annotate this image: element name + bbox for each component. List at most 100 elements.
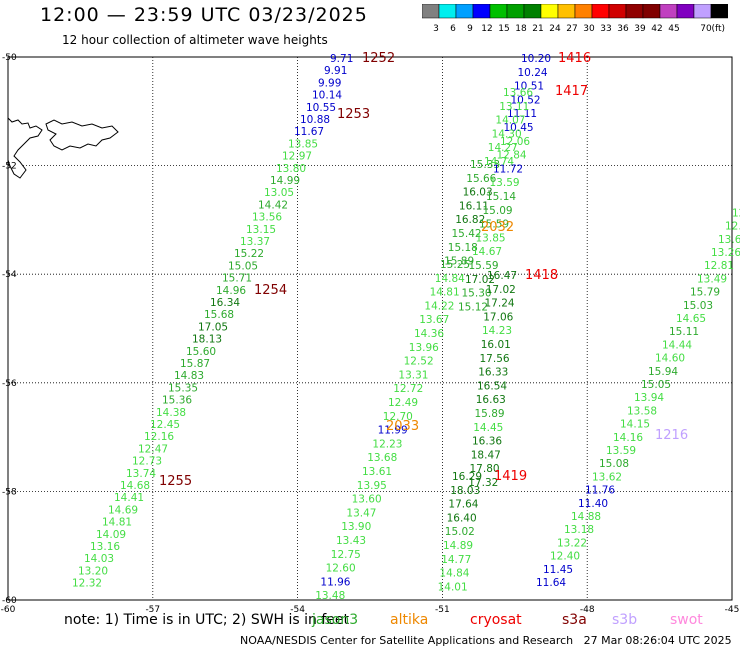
swh-value: 13.31: [398, 369, 428, 381]
color-scale-label: 30: [583, 24, 595, 34]
swh-value: 15.66: [466, 173, 496, 185]
track-label-2032: 2032: [481, 220, 514, 235]
swh-value: 12.97: [282, 151, 312, 163]
color-scale-box: [693, 4, 712, 19]
color-scale-legend: 3 6 9 12 15 18 21 24 27 30 33 36 39 42 45 70 (ft): [422, 4, 728, 34]
color-scale-box: [472, 4, 491, 19]
swh-value: 16.33: [478, 367, 508, 379]
color-scale-label: 24: [549, 24, 561, 34]
color-scale-box: [523, 4, 542, 19]
track-label-1255: 1255: [159, 474, 192, 489]
swh-value: 15.89: [444, 256, 474, 268]
color-scale-label: 42: [651, 24, 662, 34]
swh-value: 14.16: [613, 432, 643, 444]
swh-value: 11.76: [585, 485, 615, 497]
swh-value: 15.33: [470, 159, 500, 171]
swh-value: 15.12: [458, 301, 488, 313]
swh-value: 14.42: [258, 199, 288, 211]
swh-value: 15.36: [162, 395, 192, 407]
swh-value: 17.24: [485, 298, 515, 310]
swh-value: 16.36: [472, 436, 502, 448]
swh-value: 11.96: [320, 576, 350, 588]
swh-value: 12.75: [331, 549, 361, 561]
swh-value: 13.15: [246, 224, 276, 236]
color-scale-box: [625, 4, 644, 19]
falkland-islands-land: [7, 116, 119, 179]
color-scale-box: [455, 4, 474, 19]
swh-value: 10.20: [521, 53, 551, 65]
swh-value: 12.49: [388, 397, 418, 409]
swh-value: 9.91: [324, 65, 347, 77]
swh-value: 14.83: [174, 370, 204, 382]
swh-value: 11.99: [378, 425, 408, 437]
color-scale-label: 21: [532, 24, 543, 34]
swh-value: 15.09: [483, 205, 513, 217]
color-scale-label: 70: [700, 24, 712, 34]
swh-value: 11.64: [536, 577, 566, 589]
swh-value: 14.44: [662, 339, 692, 351]
x-tick-label: -45: [725, 605, 740, 615]
swh-value: 9.71: [330, 53, 353, 65]
swh-value: 17.02: [486, 284, 516, 296]
swh-value: 13.37: [240, 236, 270, 248]
swh-value: 14.27: [488, 142, 518, 154]
swh-value: 15.22: [234, 248, 264, 260]
swh-value: 16.01: [481, 339, 511, 351]
swh-value: 12.72: [393, 383, 423, 395]
swh-value: 14.89: [443, 540, 473, 552]
swh-value: 13.60: [352, 494, 382, 506]
swh-value: 12.23: [372, 438, 402, 450]
y-tick-label: -60: [2, 596, 17, 606]
color-scale-box: [489, 4, 508, 19]
swh-value: 17.56: [480, 353, 510, 365]
sat-legend-s3b: s3b: [612, 612, 638, 628]
x-tick-label: -60: [1, 605, 16, 615]
swh-value: 15.05: [228, 260, 258, 272]
color-scale-box: [608, 4, 627, 19]
color-scale-unit: (ft): [711, 24, 725, 34]
swh-value: 14.99: [270, 175, 300, 187]
swh-value: 13.61: [362, 466, 392, 478]
swh-value: 13.95: [357, 480, 387, 492]
swh-value: 14.69: [108, 504, 138, 516]
color-scale-box: [676, 4, 695, 19]
swh-value: 18.13: [192, 334, 222, 346]
color-scale-box: [422, 4, 440, 19]
swh-value: 16.11: [459, 200, 489, 212]
track-label-1418: 1418: [525, 268, 558, 283]
swh-value: 13.48: [315, 590, 345, 602]
swh-value: 14.81: [102, 517, 132, 529]
swh-value: 17.80: [470, 463, 500, 475]
swh-value: 14.67: [472, 246, 502, 258]
swh-value: 13.56: [252, 212, 282, 224]
swh-value: 9.99: [318, 77, 341, 89]
swh-value: 15.05: [641, 379, 671, 391]
swh-value: 12.70: [383, 411, 413, 423]
color-scale-label: 36: [617, 24, 629, 34]
swh-value: 13.18: [564, 524, 594, 536]
swh-value: 15.94: [648, 366, 678, 378]
color-scale-box: [642, 4, 661, 19]
swh-value: 16.03: [463, 187, 493, 199]
swh-value: 11.40: [578, 498, 608, 510]
color-scale-label: 45: [668, 24, 679, 34]
y-tick-label: -50: [2, 53, 17, 63]
swh-value: 16.40: [447, 512, 477, 524]
axis-ticks: -60 -57 -54 -51 -48 -45 -50 -52 -54 -56 -58 -60: [1, 53, 740, 615]
y-tick-label: -52: [2, 162, 17, 172]
swh-value: 12.40: [550, 551, 580, 563]
swh-value: 16.82: [455, 214, 485, 226]
swh-value: 12.48: [725, 221, 740, 233]
grid-lines: [8, 57, 732, 600]
sat-legend-s3a: s3a: [562, 612, 587, 628]
color-scale-box: [574, 4, 593, 19]
swh-value: 14.84: [435, 273, 465, 285]
swh-value: 10.45: [504, 122, 534, 134]
swh-value: 15.03: [683, 300, 713, 312]
swh-value: 14.09: [96, 529, 126, 541]
swh-value: 14.03: [84, 553, 114, 565]
swh-value: 15.14: [486, 191, 516, 203]
swh-value: 13.16: [90, 541, 120, 553]
swh-value: 15.89: [475, 408, 505, 420]
page-subtitle: 12 hour collection of altimeter wave hei…: [62, 33, 328, 47]
